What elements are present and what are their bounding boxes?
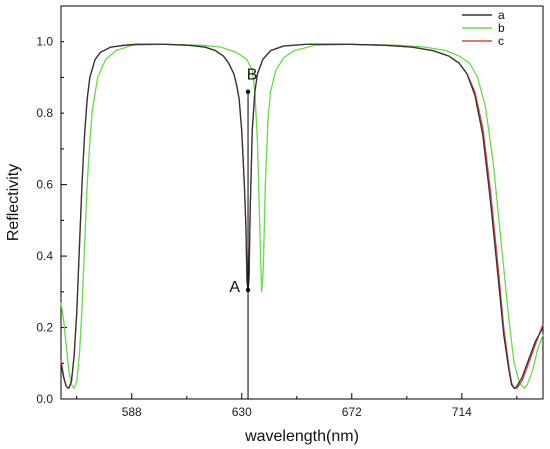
x-tick-label: 630 xyxy=(232,405,252,419)
y-tick-label: 0.6 xyxy=(36,178,53,192)
x-tick-label: 672 xyxy=(342,405,362,419)
series-line-b xyxy=(60,43,544,389)
annotation-point-b xyxy=(245,89,251,94)
y-axis-title: Reflectivity xyxy=(5,164,22,241)
legend-label-b: b xyxy=(498,21,505,35)
x-axis-ticks: 588 630 672 714 xyxy=(76,393,518,419)
y-tick-label: 0.4 xyxy=(36,249,53,263)
legend-label-a: a xyxy=(498,8,505,22)
y-tick-label: 0.0 xyxy=(36,392,53,406)
y-tick-label: 0.2 xyxy=(36,321,53,335)
series-line-c xyxy=(60,43,544,389)
annotation-label-a: A xyxy=(229,279,240,296)
y-tick-label: 0.8 xyxy=(36,106,53,120)
annotation-point-a xyxy=(245,287,251,293)
legend: abc xyxy=(462,8,505,48)
series-line-a xyxy=(60,43,544,389)
x-tick-label: 714 xyxy=(452,405,472,419)
y-tick-label: 1.0 xyxy=(36,35,53,49)
plot-frame xyxy=(60,5,544,400)
y-axis-ticks: 0.0 0.2 0.4 0.6 0.8 1.0 xyxy=(36,5,67,406)
x-axis-title: wavelength(nm) xyxy=(244,428,359,445)
series-group xyxy=(60,43,544,389)
legend-label-c: c xyxy=(498,34,504,48)
annotation-group: AB xyxy=(229,67,257,399)
x-tick-label: 588 xyxy=(122,405,142,419)
plot-area: 588 630 672 714 0.00.20.40.60.81.0 AB xyxy=(36,5,544,419)
annotation-label-b: B xyxy=(247,67,258,84)
